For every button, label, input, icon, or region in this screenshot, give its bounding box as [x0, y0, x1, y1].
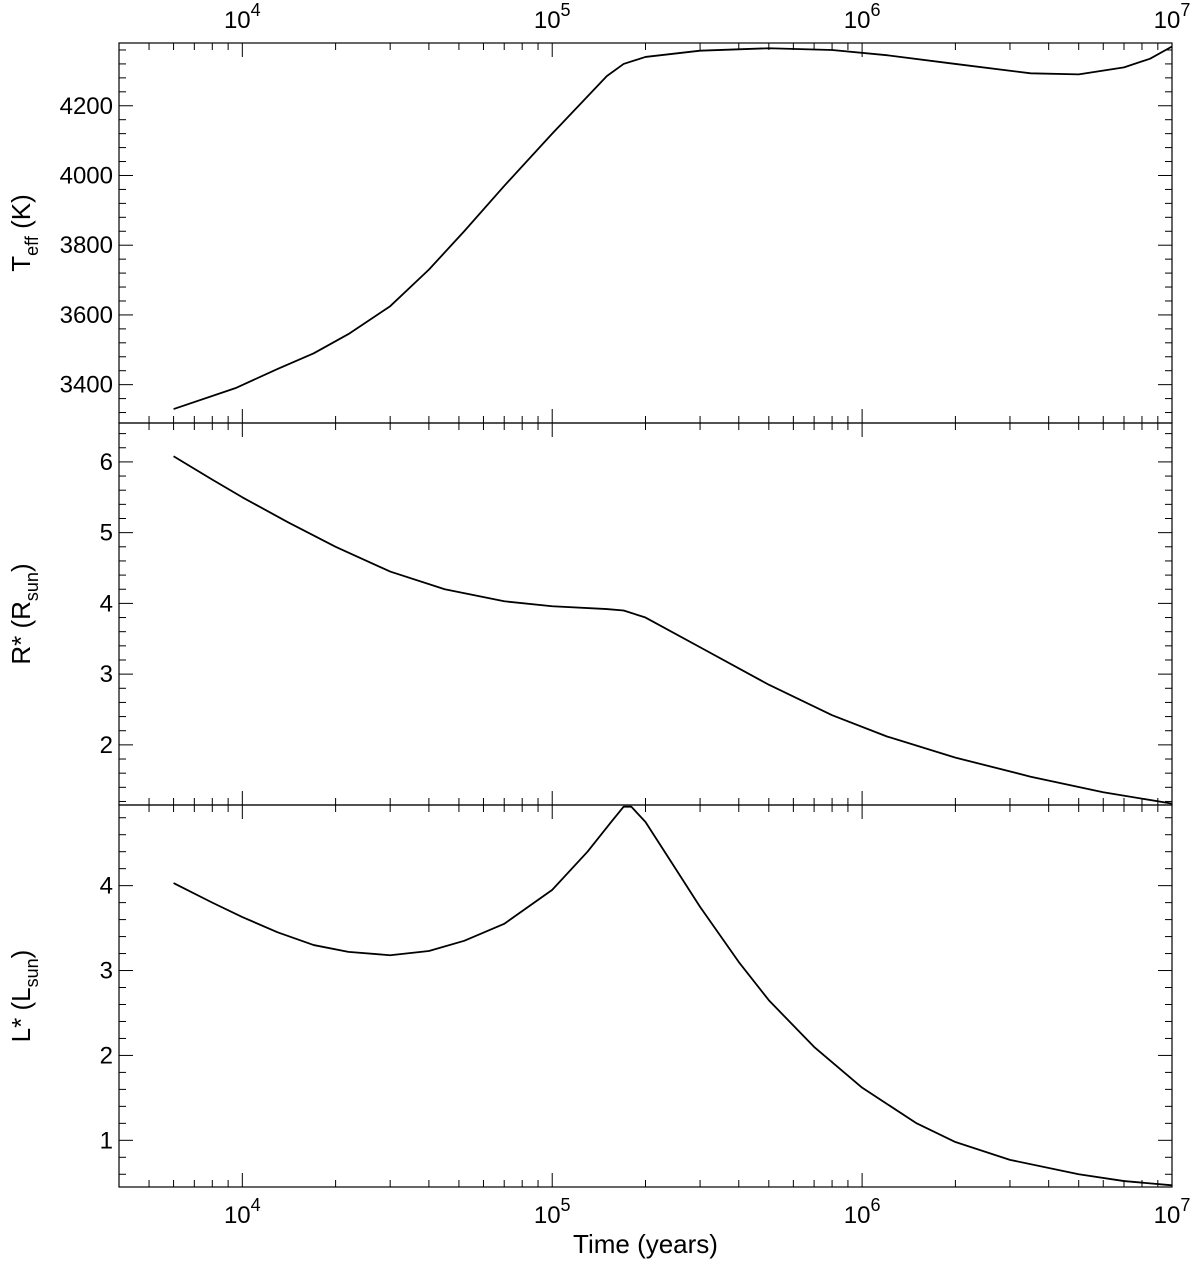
y-ticks — [119, 817, 1172, 1175]
x-tick-base: 10 — [844, 7, 871, 34]
y-tick-label: 3800 — [60, 232, 113, 259]
y-tick-label: 4000 — [60, 162, 113, 189]
y-axis-title-prefix: R* ( — [6, 620, 36, 665]
y-axis-title-sub: sun — [22, 572, 42, 601]
y-tick-label: 3600 — [60, 302, 113, 329]
y-axis-title-main: L — [6, 987, 36, 1001]
x-tick-base: 10 — [224, 1202, 251, 1229]
x-axis-title: Time (years) — [573, 1229, 718, 1259]
y-axis-title-sub: sun — [22, 958, 42, 987]
y-axis-title: Teff (K) — [6, 194, 42, 271]
x-tick-base: 10 — [224, 7, 251, 34]
x-ticks — [118, 423, 1173, 805]
y-axis-title-main: R — [6, 601, 36, 620]
y-axis-title: R* (Rsun) — [6, 563, 42, 664]
plot-frame — [118, 422, 1173, 806]
y-tick-label: 4200 — [60, 93, 113, 120]
y-axis-title: L* (Lsun) — [6, 950, 42, 1043]
x-tick-exponent: 4 — [251, 0, 261, 20]
x-tick-label: 105 — [534, 0, 571, 34]
x-tick-exponent: 7 — [1180, 0, 1190, 20]
y-tick-label: 3 — [100, 958, 113, 985]
x-tick-label: 105 — [534, 1195, 571, 1229]
x-tick-base: 10 — [1154, 7, 1181, 34]
plot-frame — [118, 42, 1173, 424]
x-tick-base: 10 — [844, 1202, 871, 1229]
y-tick-label: 2 — [100, 1042, 113, 1069]
x-tick-base: 10 — [534, 7, 561, 34]
series-line-3 — [173, 805, 1173, 1187]
y-tick-label: 5 — [100, 520, 113, 547]
x-tick-exponent: 6 — [870, 0, 880, 20]
plot-frame — [118, 804, 1173, 1188]
y-tick-label: 3 — [100, 661, 113, 688]
x-tick-label: 106 — [844, 1195, 881, 1229]
x-tick-label: 106 — [844, 0, 881, 34]
x-tick-exponent: 5 — [561, 0, 571, 20]
x-ticks — [118, 43, 1173, 423]
y-tick-label: 4 — [100, 590, 113, 617]
y-axis-title-sub: eff — [22, 235, 42, 256]
series-line-2 — [173, 455, 1173, 805]
x-tick-label: 107 — [1154, 0, 1191, 34]
x-tick-label: 104 — [224, 1195, 261, 1229]
series-line-1 — [173, 45, 1173, 410]
y-axis-title-rest: (K) — [6, 194, 36, 236]
y-tick-label: 1 — [100, 1127, 113, 1154]
x-tick-label: 104 — [224, 0, 261, 34]
y-axis-title-close: ) — [6, 950, 36, 959]
y-tick-label: 4 — [100, 873, 113, 900]
x-tick-exponent: 6 — [870, 1195, 880, 1215]
x-ticks — [118, 805, 1173, 1187]
x-tick-exponent: 4 — [251, 1195, 261, 1215]
x-tick-label: 107 — [1154, 1195, 1191, 1229]
y-axis-title-main: T — [6, 256, 36, 272]
y-axis-title-prefix: L* ( — [6, 1002, 36, 1043]
y-tick-label: 3400 — [60, 372, 113, 399]
y-axis-title-close: ) — [6, 563, 36, 572]
y-tick-label: 2 — [100, 732, 113, 759]
x-tick-exponent: 7 — [1180, 1195, 1190, 1215]
y-ticks — [119, 433, 1172, 802]
x-tick-base: 10 — [1154, 1202, 1181, 1229]
x-tick-base: 10 — [534, 1202, 561, 1229]
y-ticks — [119, 49, 1172, 414]
y-tick-label: 6 — [100, 449, 113, 476]
x-tick-exponent: 5 — [561, 1195, 571, 1215]
panel-2: 2 3 4 5 6 R* (Rsun) — [6, 422, 1173, 806]
